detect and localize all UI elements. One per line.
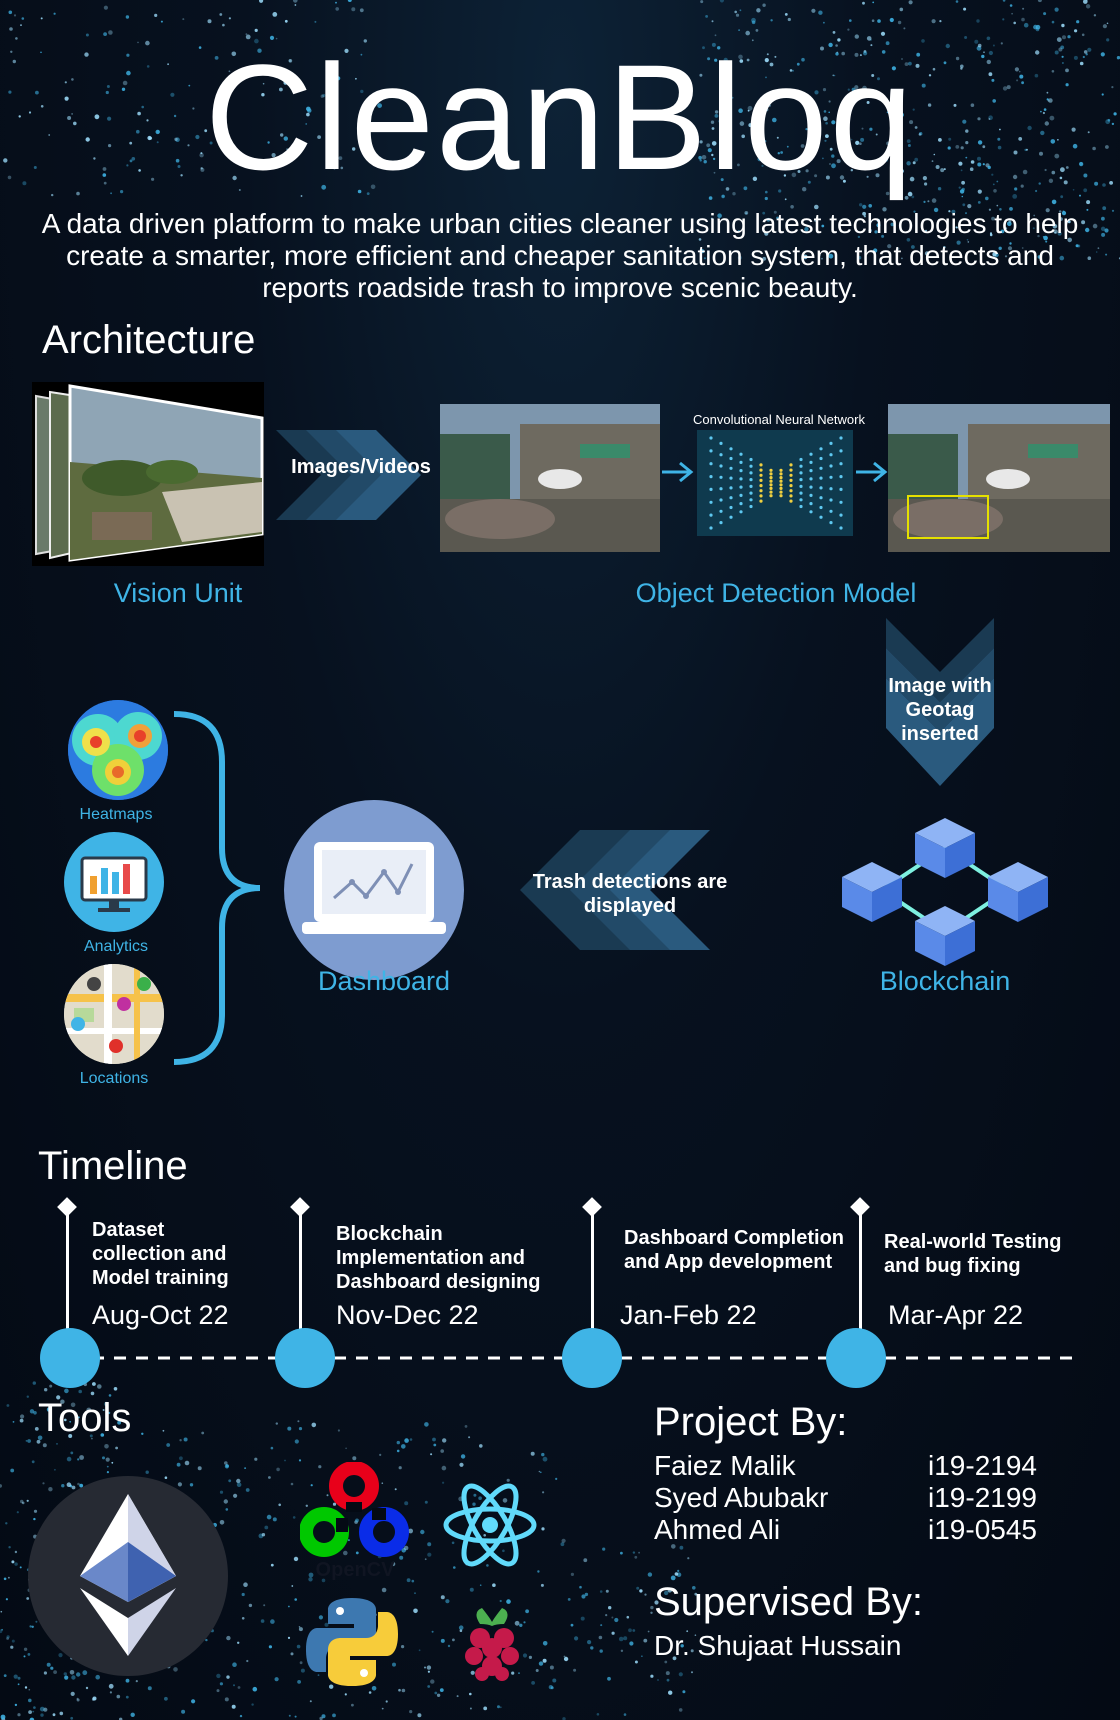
timeline-stem (66, 1210, 69, 1330)
ethereum-icon (28, 1476, 228, 1676)
object-detection-label: Object Detection Model (635, 578, 917, 608)
member-name: Faiez Malik (654, 1450, 796, 1481)
detected-output-image (888, 404, 1110, 552)
python-icon (306, 1598, 398, 1686)
chevron-arrow-left-icon (520, 830, 710, 950)
timeline-item-title: Dataset collection and Model training (92, 1219, 229, 1289)
chevron-arrow-right-icon (276, 430, 421, 520)
timeline-item-date: Mar-Apr 22 (888, 1300, 1024, 1330)
timeline-stem (299, 1210, 302, 1330)
timeline-node (826, 1328, 886, 1388)
heatmap-icon (68, 700, 168, 800)
chevron-arrow-down-icon (886, 618, 994, 786)
blockchain-label: Blockchain (879, 966, 1011, 996)
page-title: CleanBloq (204, 33, 916, 201)
input-street-image (440, 404, 660, 552)
member-name: Ahmed Ali (654, 1514, 781, 1545)
timeline-stem (591, 1210, 594, 1330)
tools-heading: Tools (38, 1396, 132, 1440)
page-subtitle: A data driven platform to make urban cit… (41, 208, 1079, 303)
dashboard-label: Dashboard (317, 966, 451, 996)
blockchain-icon (842, 818, 1048, 966)
images-videos-label: Images/Videos (291, 456, 431, 478)
timeline-item-title: Real-world Testing and bug fixing (884, 1231, 1062, 1277)
trash-detections-label: Trash detections are displayed (532, 871, 728, 917)
react-icon (443, 1483, 537, 1567)
raspberry-pi-icon (465, 1608, 519, 1681)
timeline-node (562, 1328, 622, 1388)
feature-label-locations: Locations (79, 1070, 149, 1087)
member-id: i19-0545 (928, 1514, 1037, 1545)
supervisor-name: Dr. Shujaat Hussain (654, 1630, 902, 1661)
arrow-right-icon (662, 461, 694, 483)
map-locations-icon (64, 964, 164, 1064)
opencv-icon: OpenCV (299, 1461, 410, 1582)
dashboard-laptop-icon (284, 800, 464, 980)
member-id: i19-2199 (928, 1482, 1037, 1513)
feature-label-analytics: Analytics (83, 938, 149, 955)
timeline-node (40, 1328, 100, 1388)
curly-brace-connector (173, 711, 261, 1065)
timeline-node (275, 1328, 335, 1388)
member-id: i19-2194 (928, 1450, 1037, 1481)
vision-unit-label: Vision Unit (113, 578, 243, 608)
timeline-stem (859, 1210, 862, 1330)
timeline-item-date: Jan-Feb 22 (620, 1300, 757, 1330)
project-by-heading: Project By: (654, 1400, 848, 1444)
vision-unit-image (32, 382, 264, 566)
timeline-item-title: Blockchain Implementation and Dashboard … (336, 1223, 541, 1293)
feature-label-heatmaps: Heatmaps (79, 806, 153, 823)
member-name: Syed Abubakr (654, 1482, 829, 1513)
neural-network-icon (697, 430, 853, 536)
timeline-heading: Timeline (38, 1144, 188, 1188)
analytics-icon (64, 832, 164, 932)
cnn-label: Convolutional Neural Network (693, 412, 865, 427)
architecture-heading: Architecture (42, 318, 256, 362)
timeline-item-title: Dashboard Completion and App development (624, 1227, 845, 1273)
timeline-item-date: Aug-Oct 22 (92, 1300, 229, 1330)
arrow-right-icon (856, 461, 888, 483)
geotag-label: Image with Geotag inserted (888, 675, 992, 745)
supervised-by-heading: Supervised By: (654, 1580, 924, 1624)
timeline-item-date: Nov-Dec 22 (336, 1300, 479, 1330)
opencv-label: OpenCV (315, 1559, 395, 1581)
timeline-dashed-line (70, 1356, 1080, 1360)
